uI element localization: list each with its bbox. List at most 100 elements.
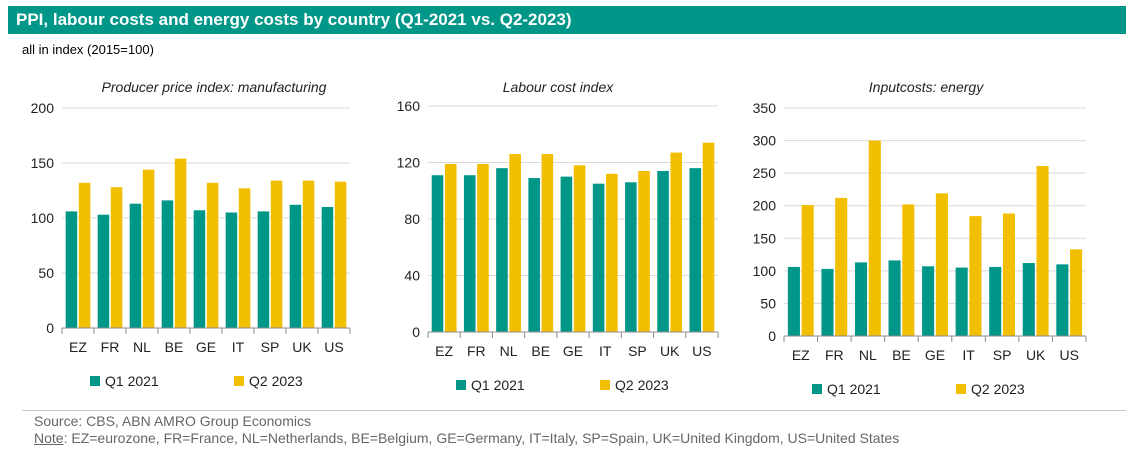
bar-q2-2023 <box>969 216 982 336</box>
bar-q2-2023 <box>573 165 586 332</box>
bar-q1-2021 <box>854 262 868 336</box>
footer-divider <box>22 410 1126 411</box>
panel-title: Producer price index: manufacturing <box>102 79 327 95</box>
legend-label: Q2 2023 <box>615 377 669 393</box>
bar-q1-2021 <box>592 183 605 332</box>
x-tick-label: FR <box>467 343 486 359</box>
bar-q2-2023 <box>302 180 315 328</box>
bar-q1-2021 <box>496 168 508 332</box>
bar-q1-2021 <box>463 175 476 332</box>
bar-q1-2021 <box>657 170 669 332</box>
x-tick-label: IT <box>232 339 245 355</box>
bar-q1-2021 <box>257 211 270 328</box>
legend-swatch <box>812 384 822 394</box>
bar-q2-2023 <box>935 193 948 336</box>
y-tick-label: 120 <box>397 155 421 171</box>
bar-q2-2023 <box>670 152 683 332</box>
y-tick-label: 0 <box>768 328 776 344</box>
y-tick-label: 150 <box>753 230 777 246</box>
legend-label: Q2 2023 <box>971 381 1025 397</box>
footnote-text: : EZ=eurozone, FR=France, NL=Netherlands… <box>63 430 900 446</box>
y-tick-label: 100 <box>753 263 777 279</box>
y-tick-label: 50 <box>760 295 776 311</box>
x-tick-label: GE <box>563 343 583 359</box>
y-tick-label: 0 <box>412 324 420 340</box>
chart-subtitle: all in index (2015=100) <box>22 42 154 57</box>
bar-q2-2023 <box>902 204 915 336</box>
x-tick-label: US <box>324 339 343 355</box>
x-tick-label: EZ <box>69 339 87 355</box>
page-title: PPI, labour costs and energy costs by co… <box>16 10 572 29</box>
x-tick-label: NL <box>500 343 518 359</box>
y-tick-label: 0 <box>46 320 54 336</box>
x-tick-label: BE <box>892 347 911 363</box>
energy-cost-chart: Inputcosts: energy 0 50 100 150 200 250 300 350 E… <box>753 79 1087 397</box>
y-tick-label: 150 <box>31 155 55 171</box>
bar-q1-2021 <box>1056 264 1069 336</box>
bar-q2-2023 <box>444 163 457 332</box>
x-tick-label: SP <box>628 343 647 359</box>
title-bar: PPI, labour costs and energy costs by co… <box>8 6 1126 34</box>
legend-label: Q1 2021 <box>471 377 525 393</box>
y-tick-label: 250 <box>753 165 777 181</box>
bar-q2-2023 <box>174 158 187 328</box>
legend-label: Q2 2023 <box>249 373 303 389</box>
footnote: Note: EZ=eurozone, FR=France, NL=Netherl… <box>34 430 899 446</box>
bar-q2-2023 <box>702 142 715 332</box>
labour-cost-chart: Labour cost index 0 40 80 120 160 EZ FR NL BE GE IT… <box>397 79 719 393</box>
y-tick-label: 40 <box>404 268 420 284</box>
bar-q1-2021 <box>989 266 1002 336</box>
bar-q2-2023 <box>541 154 554 332</box>
x-tick-label: IT <box>962 347 975 363</box>
bar-q2-2023 <box>509 154 521 332</box>
y-tick-label: 300 <box>753 133 777 149</box>
x-tick-label: NL <box>133 339 151 355</box>
bar-q1-2021 <box>922 266 935 336</box>
bar-q1-2021 <box>225 212 238 328</box>
y-tick-label: 50 <box>38 265 54 281</box>
bar-q1-2021 <box>1022 263 1035 336</box>
bar-q2-2023 <box>1036 165 1049 336</box>
x-tick-label: UK <box>292 339 312 355</box>
bar-q2-2023 <box>110 187 123 328</box>
x-tick-label: FR <box>101 339 120 355</box>
y-tick-label: 80 <box>404 211 420 227</box>
x-tick-label: UK <box>660 343 680 359</box>
y-tick-label: 200 <box>753 198 777 214</box>
bar-q1-2021 <box>193 210 206 328</box>
ppi-chart: Producer price index: manufacturing 0 50 10… <box>31 79 351 389</box>
bar-q1-2021 <box>787 266 800 336</box>
bar-q1-2021 <box>625 182 637 332</box>
bar-q2-2023 <box>835 197 848 336</box>
x-tick-label: SP <box>993 347 1012 363</box>
x-tick-label: BE <box>165 339 184 355</box>
bar-q2-2023 <box>868 140 881 336</box>
legend-swatch <box>600 380 610 390</box>
legend-swatch <box>90 376 100 386</box>
bar-q2-2023 <box>638 170 650 332</box>
x-tick-label: NL <box>859 347 877 363</box>
bar-q2-2023 <box>270 180 283 328</box>
x-tick-label: EZ <box>435 343 453 359</box>
bar-q1-2021 <box>289 204 302 328</box>
bar-q1-2021 <box>560 176 573 332</box>
bar-q2-2023 <box>1070 249 1083 336</box>
x-tick-label: US <box>692 343 711 359</box>
y-tick-label: 350 <box>753 100 777 116</box>
x-tick-label: SP <box>261 339 280 355</box>
bar-q2-2023 <box>238 188 251 328</box>
bar-q1-2021 <box>888 260 901 336</box>
bar-q2-2023 <box>477 163 489 332</box>
x-tick-label: FR <box>825 347 844 363</box>
bar-q2-2023 <box>606 173 618 332</box>
x-tick-label: GE <box>925 347 945 363</box>
legend-swatch <box>234 376 244 386</box>
bar-q2-2023 <box>334 181 347 328</box>
bar-q1-2021 <box>955 267 968 336</box>
bar-q1-2021 <box>689 168 702 332</box>
bar-q1-2021 <box>321 207 334 328</box>
bar-q1-2021 <box>129 203 142 328</box>
bar-q2-2023 <box>1002 213 1016 336</box>
bar-q1-2021 <box>161 200 174 328</box>
legend-swatch <box>456 380 466 390</box>
